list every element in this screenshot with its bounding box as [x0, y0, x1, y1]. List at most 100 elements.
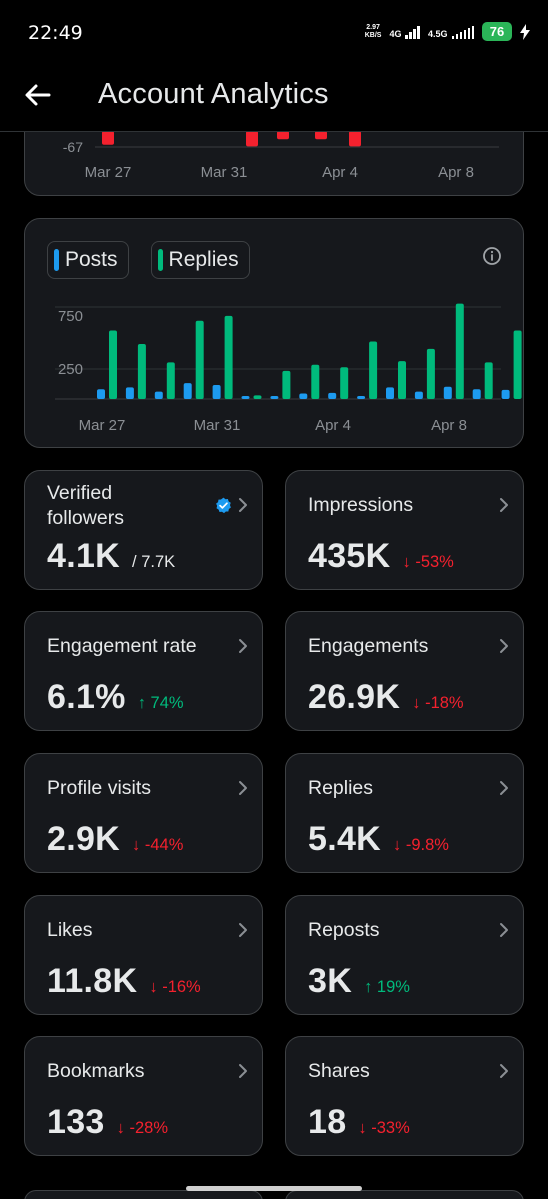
posts-swatch: [54, 249, 59, 271]
x-tick-label: Apr 8: [431, 417, 467, 434]
chevron-right-icon: [500, 781, 508, 795]
replies-bar: [166, 362, 175, 399]
replies-bar: [109, 330, 117, 399]
replies-bar: [455, 303, 464, 399]
stat-card-likes[interactable]: Likes 11.8K ↓ -16%: [24, 895, 263, 1015]
posts-bar: [299, 393, 308, 399]
posts-replies-bar-chart: 750 250 Mar 27 Mar 31 Apr 4 Apr 8: [55, 303, 522, 434]
posts-bar: [386, 387, 394, 399]
stat-value-row: 435K ↓ -53%: [308, 537, 454, 576]
stat-change: ↓ -16%: [149, 978, 201, 996]
stat-change: ↓ -33%: [358, 1119, 410, 1137]
legend-posts[interactable]: Posts: [47, 241, 129, 279]
replies-bar: [311, 364, 320, 399]
y-tick-label: 750: [58, 308, 83, 325]
replies-bar: [484, 362, 493, 399]
replies-bar: [398, 361, 406, 399]
status-bar: 22:49 2.97 KB/S 4G 4.5G 76: [0, 0, 548, 64]
stat-label: Bookmarks: [47, 1060, 145, 1082]
posts-bar: [97, 389, 105, 399]
x-tick-label: Mar 27: [79, 417, 126, 434]
legend-replies[interactable]: Replies: [150, 241, 250, 279]
posts-bar: [212, 384, 221, 399]
home-indicator[interactable]: [186, 1186, 362, 1191]
x-tick-label: Apr 4: [322, 164, 358, 181]
stat-label: Shares: [308, 1060, 370, 1082]
posts-bar: [501, 389, 510, 399]
y-tick-label: 250: [58, 361, 83, 378]
x-tick-label: Apr 8: [438, 164, 474, 181]
negative-bar: [277, 131, 289, 140]
stat-card-shares[interactable]: Shares 18 ↓ -33%: [285, 1036, 524, 1156]
stat-label: Reposts: [308, 919, 380, 941]
stat-card-verified-followers[interactable]: Verified followers 4.1K / 7.7K: [24, 470, 263, 590]
posts-replies-chart-card: 750 250 Mar 27 Mar 31 Apr 4 Apr 8 Posts Repli…: [24, 218, 524, 448]
x-tick-label: Mar 31: [194, 417, 241, 434]
stat-value-row: 2.9K ↓ -44%: [47, 820, 183, 859]
posts-bar: [357, 395, 366, 399]
stat-value: 5.4K: [308, 820, 382, 858]
stat-value-row: 3K ↑ 19%: [308, 962, 410, 1001]
stat-card-profile-visits[interactable]: Profile visits 2.9K ↓ -44%: [24, 753, 263, 873]
posts-bar: [154, 391, 163, 399]
x-tick-label: Mar 31: [201, 164, 248, 181]
signal-4g-icon: 4G: [389, 25, 420, 39]
stat-value: 11.8K: [47, 962, 138, 1000]
replies-bar: [513, 330, 522, 399]
posts-bar: [328, 392, 337, 399]
negative-bar: [246, 131, 258, 147]
stat-card-engagement-rate[interactable]: Engagement rate 6.1% ↑ 74%: [24, 611, 263, 731]
stat-value: 26.9K: [308, 678, 401, 716]
posts-bar: [472, 389, 481, 399]
stat-label: Impressions: [308, 494, 414, 516]
back-arrow-icon[interactable]: [22, 79, 54, 111]
stat-card-impressions[interactable]: Impressions 435K ↓ -53%: [285, 470, 524, 590]
charging-icon: [520, 23, 530, 40]
next-card-peek-right: [285, 1190, 524, 1199]
replies-bar: [340, 367, 349, 399]
info-icon[interactable]: [481, 245, 503, 267]
posts-bar: [270, 395, 279, 399]
negative-bar: [102, 131, 114, 145]
stat-change: ↓ -28%: [116, 1119, 168, 1137]
stat-card-bookmarks[interactable]: Bookmarks 133 ↓ -28%: [24, 1036, 263, 1156]
replies-bar: [369, 341, 378, 399]
chevron-right-icon: [239, 639, 247, 653]
stat-change: ↑ 19%: [364, 978, 410, 996]
stat-card-replies[interactable]: Replies 5.4K ↓ -9.8%: [285, 753, 524, 873]
stat-change: ↓ -9.8%: [393, 836, 449, 854]
stat-card-engagements[interactable]: Engagements 26.9K ↓ -18%: [285, 611, 524, 731]
posts-bar: [125, 387, 134, 399]
stat-change: ↑ 74%: [137, 694, 184, 712]
chevron-right-icon: [500, 923, 508, 937]
replies-bar: [137, 344, 146, 399]
replies-bar: [282, 370, 291, 399]
stat-label: Engagement rate: [47, 635, 197, 657]
x-tick-label: Mar 27: [85, 164, 132, 181]
stat-value: 2.9K: [47, 820, 121, 858]
chevron-right-icon: [239, 1064, 247, 1078]
negative-bar: [349, 131, 361, 147]
y-tick-label: -67: [63, 139, 83, 155]
stat-change: ↓ -18%: [412, 694, 464, 712]
verified-badge-icon: [216, 497, 231, 514]
posts-bar: [241, 395, 250, 399]
chart-legend: Posts Replies: [47, 241, 250, 279]
stat-value-row: 4.1K / 7.7K: [47, 537, 175, 576]
status-indicators: 2.97 KB/S 4G 4.5G 76: [365, 22, 530, 41]
chevron-right-icon: [500, 498, 508, 512]
stat-label: Verified followers: [47, 482, 124, 529]
stat-value-row: 133 ↓ -28%: [47, 1103, 168, 1142]
stat-value-row: 11.8K ↓ -16%: [47, 962, 201, 1001]
chevron-right-icon: [239, 498, 247, 512]
stat-value-row: 26.9K ↓ -18%: [308, 678, 464, 717]
stat-card-reposts[interactable]: Reposts 3K ↑ 19%: [285, 895, 524, 1015]
battery-icon: 76: [482, 22, 512, 41]
stat-label: Likes: [47, 919, 93, 941]
negative-bar: [315, 131, 327, 140]
chevron-right-icon: [500, 639, 508, 653]
chevron-right-icon: [239, 923, 247, 937]
stat-value-row: 5.4K ↓ -9.8%: [308, 820, 449, 859]
posts-bar: [414, 391, 423, 399]
